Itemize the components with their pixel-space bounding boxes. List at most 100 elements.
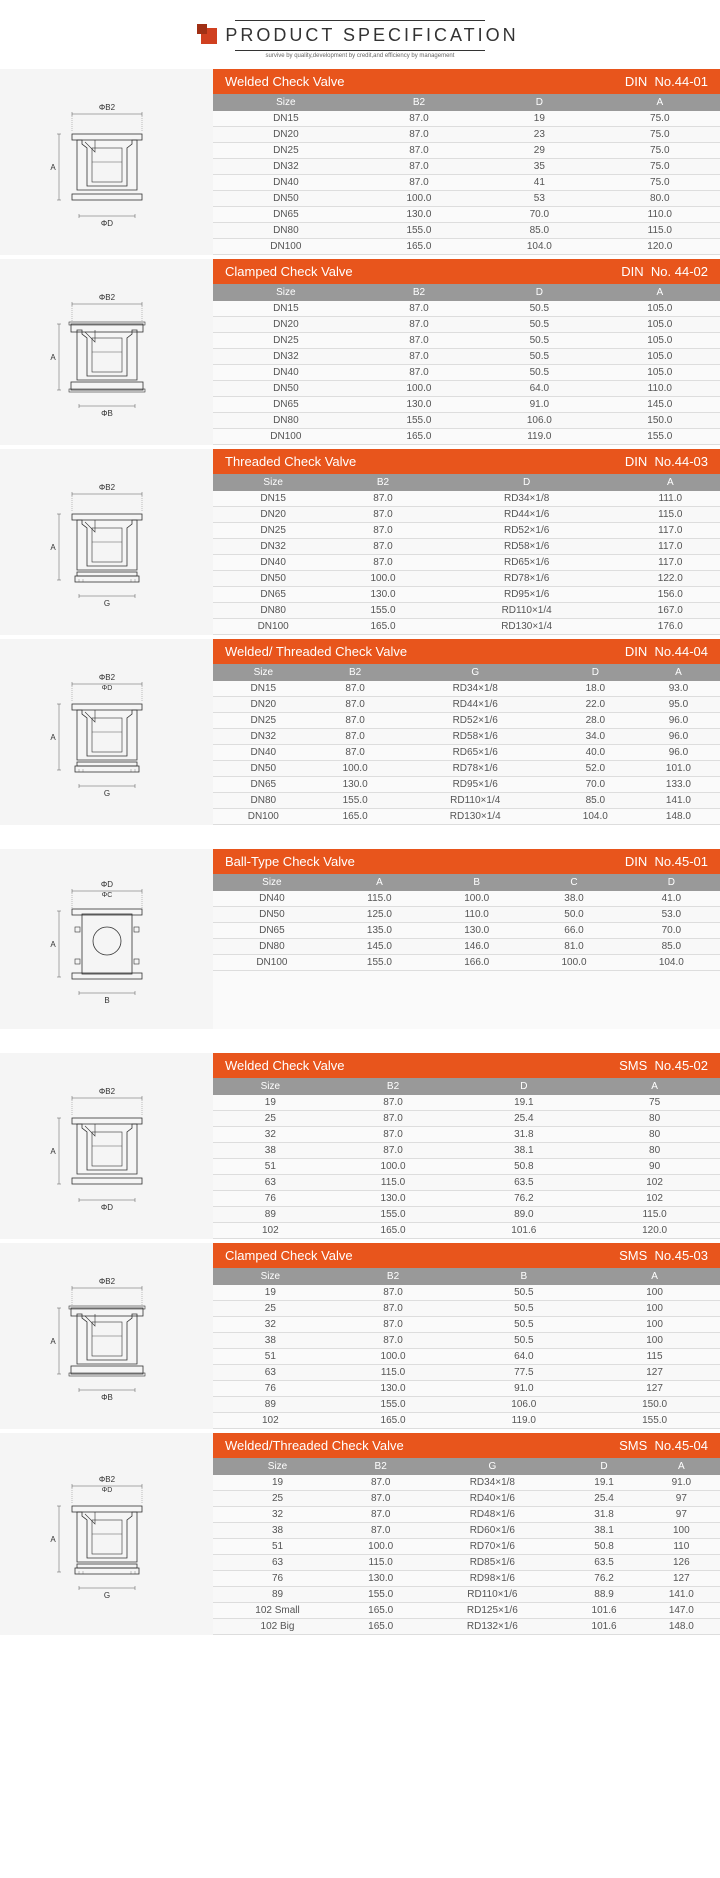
table-cell: 63 <box>213 1555 342 1571</box>
table-cell: DN65 <box>213 777 314 793</box>
table-cell: 51 <box>213 1349 328 1365</box>
table-cell: DN80 <box>213 939 331 955</box>
table-cell: 111.0 <box>621 491 720 507</box>
table-cell: 104.0 <box>623 955 720 971</box>
table-cell: 89 <box>213 1587 342 1603</box>
spec-header: Ball-Type Check Valve DIN No.45-01 <box>213 849 720 874</box>
spec-table: SizeB2BA 1987.050.51002587.050.51003287.… <box>213 1268 720 1429</box>
table-cell: 115.0 <box>600 223 720 239</box>
table-cell: 165.0 <box>328 1223 459 1239</box>
spec-title: Threaded Check Valve <box>225 454 356 469</box>
table-row: DN1587.0RD34×1/8111.0 <box>213 491 720 507</box>
table-cell: 53.0 <box>623 907 720 923</box>
svg-text:G: G <box>103 599 109 608</box>
svg-text:G: G <box>103 1591 109 1600</box>
header-rule-bottom <box>235 50 485 51</box>
table-row: 89155.0106.0150.0 <box>213 1397 720 1413</box>
table-cell: 104.0 <box>554 809 637 825</box>
table-header: Size <box>213 284 359 301</box>
table-cell: 50.5 <box>479 333 599 349</box>
table-row: 102165.0119.0155.0 <box>213 1413 720 1429</box>
table-header: C <box>525 874 622 891</box>
table-cell: 87.0 <box>342 1523 419 1539</box>
table-row: DN1587.050.5105.0 <box>213 301 720 317</box>
spec-header: Welded Check Valve SMS No.45-02 <box>213 1053 720 1078</box>
table-row: DN2587.0RD52×1/6117.0 <box>213 523 720 539</box>
table-header: G <box>397 664 554 681</box>
table-cell: 25.4 <box>458 1111 589 1127</box>
table-cell: 25 <box>213 1301 328 1317</box>
table-cell: DN100 <box>213 955 331 971</box>
table-row: DN4087.050.5105.0 <box>213 365 720 381</box>
table-header: D <box>458 1078 589 1095</box>
page-title: PRODUCT SPECIFICATION <box>225 25 518 46</box>
table-header: A <box>600 284 720 301</box>
spec-header: Welded/ Threaded Check Valve DIN No.44-0… <box>213 639 720 664</box>
table-cell: 50.5 <box>458 1333 589 1349</box>
table-cell: 25.4 <box>565 1491 642 1507</box>
spec-table: SizeB2GDA DN1587.0RD34×1/818.093.0DN2087… <box>213 664 720 825</box>
svg-text:A: A <box>50 353 56 362</box>
table-cell: DN15 <box>213 681 314 697</box>
table-cell: 87.0 <box>359 317 479 333</box>
table-cell: 50.8 <box>565 1539 642 1555</box>
table-row: 1987.050.5100 <box>213 1285 720 1301</box>
spec-table: SizeB2DA DN1587.01975.0DN2087.02375.0DN2… <box>213 94 720 255</box>
table-cell: 120.0 <box>589 1223 720 1239</box>
table-row: DN2087.050.5105.0 <box>213 317 720 333</box>
table-cell: 87.0 <box>328 1143 459 1159</box>
table-cell: 80 <box>589 1127 720 1143</box>
table-row: 76130.076.2102 <box>213 1191 720 1207</box>
table-cell: 41.0 <box>623 891 720 907</box>
spec-panel: Clamped Check Valve SMS No.45-03 SizeB2B… <box>213 1243 720 1429</box>
table-cell: RD95×1/6 <box>433 587 621 603</box>
table-header: A <box>331 874 428 891</box>
technical-diagram: ΦB2 A ΦB <box>0 259 213 445</box>
table-cell: 87.0 <box>328 1333 459 1349</box>
table-cell: 70.0 <box>479 207 599 223</box>
table-row: 76130.0RD98×1/676.2127 <box>213 1571 720 1587</box>
table-row: 102 Big165.0RD132×1/6101.6148.0 <box>213 1619 720 1635</box>
table-cell: DN100 <box>213 239 359 255</box>
table-cell: 52.0 <box>554 761 637 777</box>
table-row: 89155.089.0115.0 <box>213 1207 720 1223</box>
table-cell: 155.0 <box>333 603 432 619</box>
spec-section: ΦB2 A ΦD Welded Check Valve SMS No.45-02 <box>0 1053 720 1239</box>
table-cell: 100.0 <box>314 761 397 777</box>
table-header: A <box>637 664 720 681</box>
spec-title: Clamped Check Valve <box>225 1248 353 1263</box>
table-cell: 130.0 <box>328 1381 459 1397</box>
table-cell: 87.0 <box>342 1475 419 1491</box>
table-cell: 87.0 <box>314 745 397 761</box>
table-row: DN3287.0RD58×1/6117.0 <box>213 539 720 555</box>
table-row: DN2587.0RD52×1/628.096.0 <box>213 713 720 729</box>
table-row: DN65135.0130.066.070.0 <box>213 923 720 939</box>
table-cell: DN25 <box>213 333 359 349</box>
spec-table: SizeB2DA 1987.019.1752587.025.4803287.03… <box>213 1078 720 1239</box>
spec-code: SMS No.45-02 <box>619 1058 708 1073</box>
table-row: DN4087.04175.0 <box>213 175 720 191</box>
table-header: B2 <box>328 1268 459 1285</box>
table-row: DN65130.070.0110.0 <box>213 207 720 223</box>
table-cell: DN50 <box>213 571 333 587</box>
table-cell: 41 <box>479 175 599 191</box>
table-cell: 38 <box>213 1143 328 1159</box>
table-cell: 101.6 <box>565 1619 642 1635</box>
table-cell: 80 <box>589 1111 720 1127</box>
spec-title: Ball-Type Check Valve <box>225 854 355 869</box>
table-cell: 120.0 <box>600 239 720 255</box>
svg-text:ΦB2: ΦB2 <box>98 673 115 682</box>
table-cell: DN25 <box>213 143 359 159</box>
spec-code: DIN No.44-01 <box>625 74 708 89</box>
table-cell: 101.0 <box>637 761 720 777</box>
table-cell: 50.8 <box>458 1159 589 1175</box>
svg-text:A: A <box>50 733 56 742</box>
table-row: DN2587.02975.0 <box>213 143 720 159</box>
table-cell: 85.0 <box>554 793 637 809</box>
table-cell: RD95×1/6 <box>397 777 554 793</box>
table-row: 51100.064.0115 <box>213 1349 720 1365</box>
table-row: DN100165.0RD130×1/4104.0148.0 <box>213 809 720 825</box>
table-cell: 63 <box>213 1365 328 1381</box>
table-cell: 115.0 <box>331 891 428 907</box>
table-cell: 145.0 <box>600 397 720 413</box>
